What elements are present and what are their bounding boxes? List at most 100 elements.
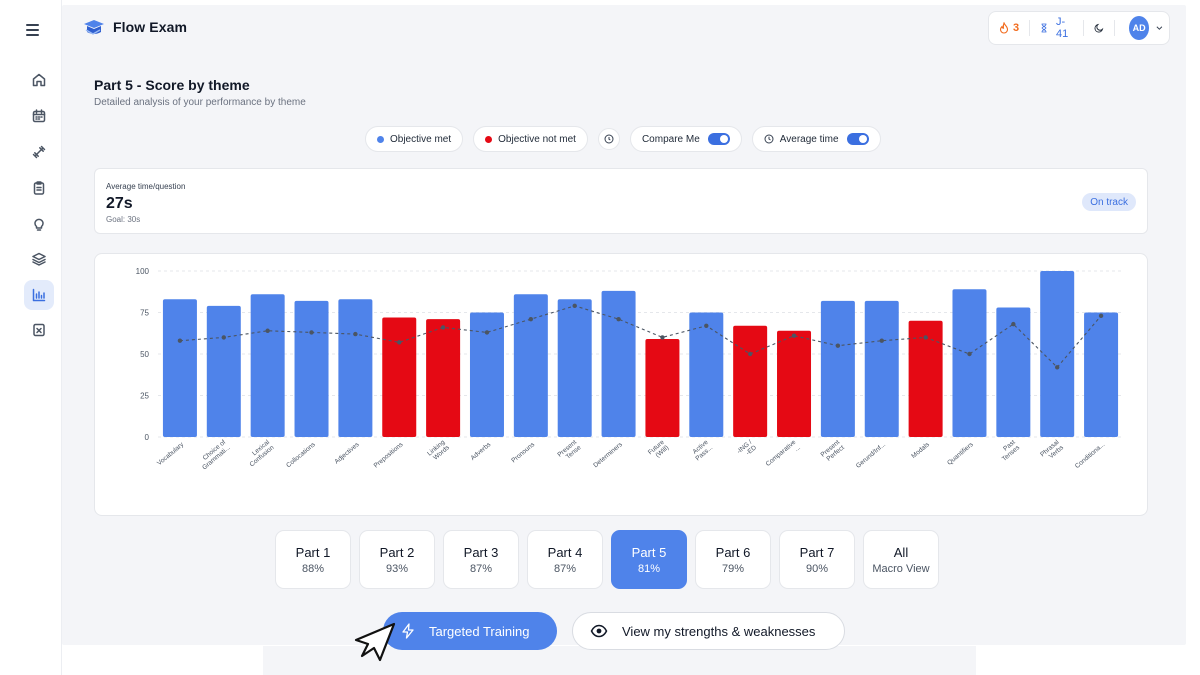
topbar: Flow Exam 3 J-41 AD: [62, 5, 1186, 51]
bar[interactable]: [908, 320, 943, 437]
info-icon: [604, 134, 614, 144]
moon-icon[interactable]: [1094, 22, 1104, 34]
bar[interactable]: [469, 312, 504, 438]
compare-me-toggle[interactable]: Compare Me: [629, 126, 742, 152]
legend-objective-met[interactable]: Objective met: [365, 126, 464, 152]
x-tick-label: PresentPerfect: [820, 439, 846, 464]
toggle-label: Average time: [779, 133, 839, 145]
part-name: Part 1: [295, 544, 331, 560]
bar[interactable]: [733, 325, 768, 437]
sidebar-item-exercises[interactable]: [24, 137, 54, 167]
bar[interactable]: [426, 319, 461, 437]
sidebar-item-tests[interactable]: [24, 173, 54, 203]
part-score: 87%: [469, 562, 493, 575]
part-tab-4[interactable]: Part 4 87%: [527, 530, 603, 589]
divider: [1029, 20, 1030, 36]
average-point: [440, 325, 446, 330]
streak-indicator[interactable]: 3: [999, 22, 1019, 34]
bar[interactable]: [1040, 271, 1075, 437]
average-time-toggle[interactable]: Average time: [751, 126, 881, 152]
part-name: Part 5: [631, 544, 667, 560]
button-label: Targeted Training: [429, 623, 530, 639]
part-selector: Part 1 88% Part 2 93% Part 3 87% Part 4 87% Part…: [275, 530, 939, 589]
bar[interactable]: [645, 339, 680, 437]
sidebar-item-exam[interactable]: [24, 315, 54, 345]
x-tick-label: Collocations: [285, 441, 317, 470]
part-tab-2[interactable]: Part 2 93%: [359, 530, 435, 589]
part-name: Part 7: [799, 544, 835, 560]
logo-icon: [84, 20, 104, 35]
sidebar-item-calendar[interactable]: [24, 101, 54, 131]
bar[interactable]: [338, 299, 373, 437]
average-point: [967, 351, 972, 357]
info-button[interactable]: [597, 128, 620, 150]
bar[interactable]: [162, 299, 197, 437]
lightning-icon: [402, 623, 414, 639]
average-point: [177, 338, 183, 343]
status-badge: On track: [1082, 193, 1136, 211]
bar[interactable]: [952, 289, 987, 437]
bar[interactable]: [820, 300, 855, 437]
legend-objective-not-met[interactable]: Objective not met: [473, 126, 588, 152]
avatar[interactable]: AD: [1129, 16, 1150, 40]
clock-icon: [764, 134, 774, 144]
bar[interactable]: [689, 312, 724, 438]
bar-chart-icon: [32, 288, 46, 302]
red-dot-icon: [485, 135, 493, 143]
part-tab-1[interactable]: Part 1 88%: [275, 530, 351, 589]
part-name: Part 2: [379, 544, 415, 560]
average-point: [879, 338, 884, 343]
part-tab-6[interactable]: Part 6 79%: [695, 530, 771, 589]
stat-label: Average time/question: [106, 182, 186, 191]
part-tab-7[interactable]: Part 7 90%: [779, 530, 855, 589]
bar[interactable]: [557, 299, 592, 437]
hourglass-icon: [1041, 23, 1047, 33]
x-tick-label: Determiners: [592, 441, 624, 470]
average-point: [616, 316, 621, 322]
bar[interactable]: [250, 294, 285, 437]
average-point: [353, 331, 358, 337]
bar[interactable]: [864, 300, 899, 437]
targeted-training-button[interactable]: Targeted Training: [383, 612, 557, 650]
bar[interactable]: [1084, 312, 1119, 438]
layers-icon: [32, 252, 46, 266]
y-tick-label: 100: [136, 267, 150, 276]
menu-icon[interactable]: [26, 22, 50, 38]
sidebar-item-stats[interactable]: [24, 280, 54, 310]
average-point: [484, 330, 490, 335]
bar[interactable]: [294, 300, 329, 437]
x-tick-label: Gerund/Inf...: [855, 441, 887, 470]
countdown-indicator[interactable]: J-41: [1040, 16, 1073, 40]
chevron-down-icon[interactable]: [1156, 24, 1163, 32]
sidebar-item-layers[interactable]: [24, 244, 54, 274]
stat-value: 27s: [106, 195, 133, 212]
bar[interactable]: [601, 290, 636, 437]
part-tab-8[interactable]: All Macro View: [863, 530, 939, 589]
strengths-weaknesses-button[interactable]: View my strengths & weaknesses: [572, 612, 845, 650]
brand-name: Flow Exam: [113, 19, 188, 35]
sidebar-item-home[interactable]: [24, 65, 54, 95]
bar[interactable]: [996, 307, 1031, 437]
part-tab-3[interactable]: Part 3 87%: [443, 530, 519, 589]
x-tick-label: Comparative...: [765, 439, 803, 474]
bar[interactable]: [206, 305, 241, 437]
average-time-card: Average time/question 27s Goal: 30s On t…: [94, 168, 1148, 234]
average-point: [572, 303, 577, 309]
average-point: [923, 335, 928, 340]
bar[interactable]: [513, 294, 548, 437]
x-tick-label: Choice ofGrammati...: [197, 439, 232, 472]
average-point: [1055, 365, 1060, 370]
part-name: Part 3: [463, 544, 499, 560]
toggle-switch[interactable]: [707, 133, 730, 145]
part-tab-5[interactable]: Part 5 81%: [611, 530, 687, 589]
mouse-cursor-icon: [354, 622, 396, 662]
average-point: [397, 340, 402, 345]
bar[interactable]: [777, 330, 812, 437]
toggle-label: Compare Me: [641, 133, 700, 145]
sidebar-item-tips[interactable]: [24, 209, 54, 239]
toggle-switch[interactable]: [846, 133, 869, 145]
y-tick-label: 50: [140, 350, 149, 359]
bar[interactable]: [382, 317, 417, 437]
page-title: Part 5 - Score by theme: [94, 77, 250, 93]
